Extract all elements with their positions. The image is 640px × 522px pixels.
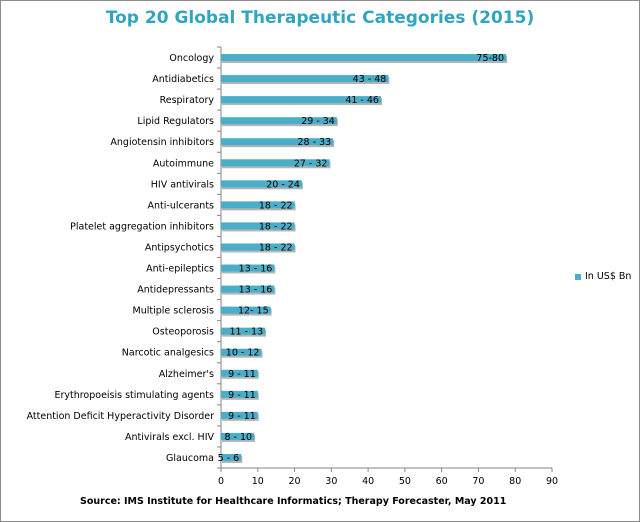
data-label: 41 - 46 (345, 95, 379, 106)
category-label: HIV antivirals (151, 179, 214, 190)
x-tick-label: 40 (362, 476, 374, 487)
data-label: 29 - 34 (301, 116, 335, 127)
category-label: Multiple sclerosis (133, 306, 215, 317)
data-label: 43 - 48 (353, 74, 387, 85)
x-tick-label: 80 (509, 476, 521, 487)
category-label: Platelet aggregation inhibitors (70, 221, 214, 232)
x-tick-label: 30 (325, 476, 337, 487)
category-label: Antipsychotics (145, 242, 214, 253)
bar (221, 54, 507, 62)
data-label: 9 - 11 (228, 369, 256, 380)
bar (221, 453, 242, 461)
category-label: Antivirals excl. HIV (125, 432, 214, 443)
data-label: 18 - 22 (259, 200, 293, 211)
data-label: 20 - 24 (266, 179, 300, 190)
bar (221, 201, 295, 209)
bar (221, 369, 258, 377)
category-label: Alzheimer's (159, 369, 214, 380)
data-label: 8 - 10 (224, 432, 252, 443)
data-label: 13 - 16 (239, 285, 273, 296)
data-label: 9 - 11 (228, 390, 256, 401)
data-label: 75-80 (476, 53, 504, 64)
bar (221, 96, 381, 104)
category-label: Lipid Regulators (137, 116, 214, 127)
bar (221, 243, 295, 251)
data-label: 18 - 22 (259, 221, 293, 232)
bar (221, 159, 330, 167)
data-label: 10 - 12 (226, 348, 260, 359)
data-label: 13 - 16 (239, 264, 273, 275)
bar (221, 138, 334, 146)
bar (221, 117, 337, 125)
legend-swatch (575, 273, 581, 280)
bar (221, 327, 266, 335)
category-label: Erythropoeisis stimulating agents (54, 390, 214, 401)
legend-label: In US$ Bn (585, 271, 632, 282)
category-label: Attention Deficit Hyperactivity Disorder (27, 411, 215, 422)
data-label: 27 - 32 (294, 158, 328, 169)
bar (221, 411, 258, 419)
data-label: 18 - 22 (259, 242, 293, 253)
bar (221, 285, 275, 293)
category-label: Anti-ulcerants (148, 200, 215, 211)
x-tick-label: 20 (289, 476, 301, 487)
source-note: Source: IMS Institute for Healthcare Inf… (80, 496, 507, 507)
chart-title: Top 20 Global Therapeutic Categories (20… (105, 8, 535, 28)
bar (221, 222, 295, 230)
category-label: Respiratory (160, 95, 215, 106)
x-tick-label: 90 (546, 476, 558, 487)
bar (221, 264, 275, 272)
category-label: Anti-epileptics (146, 264, 214, 275)
category-label: Oncology (169, 53, 214, 64)
category-label: Antidepressants (137, 285, 214, 296)
x-tick-label: 50 (399, 476, 411, 487)
bar (221, 180, 302, 188)
category-label: Osteoporosis (152, 327, 214, 338)
data-label: 11 - 13 (229, 327, 263, 338)
data-label: 5 - 6 (218, 453, 240, 464)
bar (221, 306, 271, 314)
legend: In US$ Bn (575, 271, 631, 282)
bar (221, 75, 389, 83)
x-tick-label: 10 (252, 476, 264, 487)
x-tick-label: 60 (436, 476, 448, 487)
data-label: 28 - 33 (298, 137, 332, 148)
x-tick-label: 70 (472, 476, 484, 487)
data-label: 12- 15 (238, 306, 269, 317)
category-label: Glaucoma (166, 453, 214, 464)
category-label: Narcotic analgesics (122, 348, 214, 359)
bar (221, 390, 258, 398)
category-label: Autoimmune (153, 158, 214, 169)
category-label: Angiotensin inhibitors (110, 137, 214, 148)
data-label: 9 - 11 (228, 411, 256, 422)
bar (221, 348, 262, 356)
category-label: Antidiabetics (152, 74, 214, 85)
x-tick-label: 0 (218, 476, 224, 487)
bar (221, 432, 255, 440)
